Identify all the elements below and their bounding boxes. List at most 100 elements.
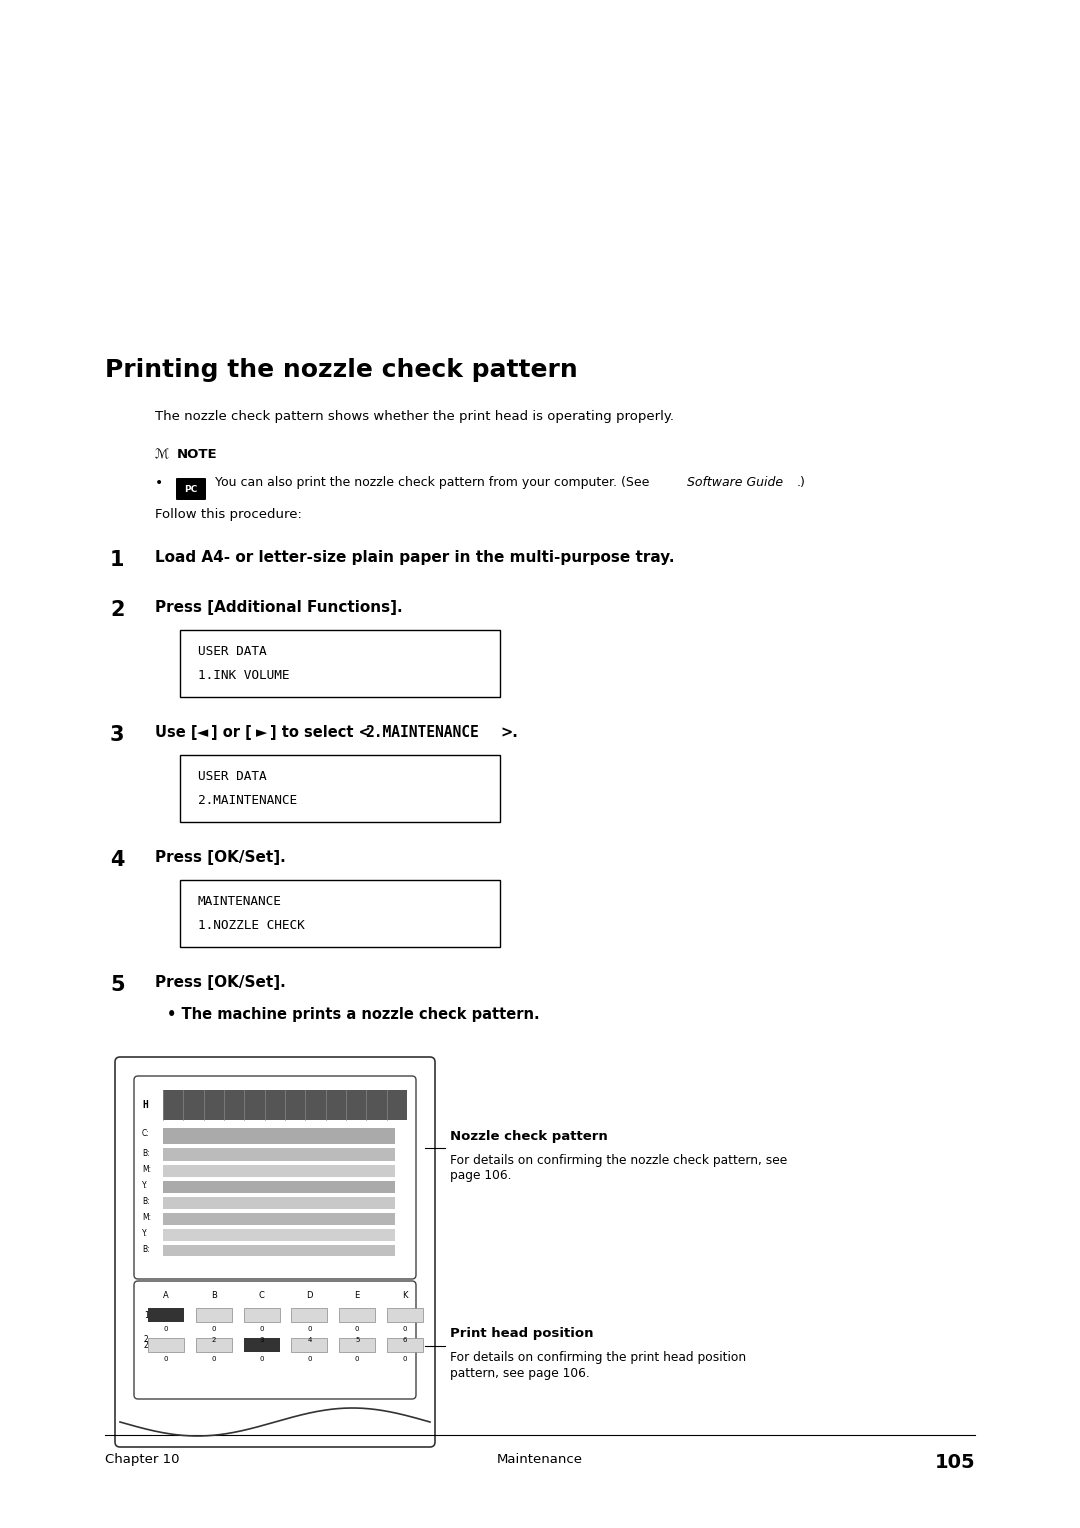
- FancyBboxPatch shape: [195, 1308, 232, 1322]
- Text: 5: 5: [110, 975, 124, 995]
- Text: 0: 0: [164, 1355, 168, 1361]
- Text: Print head position: Print head position: [450, 1328, 594, 1340]
- Text: ] or [: ] or [: [211, 724, 252, 740]
- Text: B: B: [211, 1291, 217, 1299]
- Text: C:: C:: [141, 1129, 150, 1138]
- Text: For details on confirming the print head position
pattern, see page 106.: For details on confirming the print head…: [450, 1351, 746, 1380]
- FancyBboxPatch shape: [292, 1339, 327, 1352]
- Text: You can also print the nozzle check pattern from your computer. (See: You can also print the nozzle check patt…: [215, 477, 653, 489]
- Text: 0: 0: [259, 1355, 264, 1361]
- Text: Maintenance: Maintenance: [497, 1453, 583, 1465]
- Text: Use [: Use [: [156, 724, 198, 740]
- Text: The nozzle check pattern shows whether the print head is operating properly.: The nozzle check pattern shows whether t…: [156, 410, 674, 423]
- Text: 3: 3: [259, 1337, 264, 1343]
- FancyBboxPatch shape: [148, 1308, 184, 1322]
- FancyBboxPatch shape: [163, 1229, 395, 1241]
- FancyBboxPatch shape: [176, 478, 206, 500]
- Text: Press [OK/Set].: Press [OK/Set].: [156, 975, 286, 990]
- FancyBboxPatch shape: [163, 1196, 395, 1209]
- FancyBboxPatch shape: [163, 1128, 395, 1144]
- Text: M:: M:: [141, 1164, 151, 1174]
- Text: 0: 0: [307, 1326, 312, 1332]
- Text: Follow this procedure:: Follow this procedure:: [156, 507, 302, 521]
- Text: 105: 105: [934, 1453, 975, 1471]
- FancyBboxPatch shape: [134, 1076, 416, 1279]
- Text: C: C: [259, 1291, 265, 1299]
- FancyBboxPatch shape: [387, 1339, 423, 1352]
- Text: 0: 0: [355, 1326, 360, 1332]
- Text: 4: 4: [110, 850, 124, 869]
- Text: Y:: Y:: [141, 1229, 148, 1238]
- Text: M:: M:: [141, 1213, 151, 1222]
- Text: 1.INK VOLUME: 1.INK VOLUME: [198, 669, 289, 681]
- Text: Software Guide: Software Guide: [687, 477, 783, 489]
- Text: E: E: [354, 1291, 360, 1299]
- Text: 4: 4: [307, 1337, 312, 1343]
- Text: 0: 0: [403, 1326, 407, 1332]
- FancyBboxPatch shape: [163, 1148, 395, 1161]
- Text: 0: 0: [164, 1326, 168, 1332]
- Text: Printing the nozzle check pattern: Printing the nozzle check pattern: [105, 358, 578, 382]
- Text: 0: 0: [259, 1326, 264, 1332]
- Text: 1: 1: [144, 1311, 149, 1320]
- FancyBboxPatch shape: [163, 1245, 395, 1256]
- Text: 2: 2: [144, 1335, 149, 1345]
- Text: PC: PC: [185, 484, 198, 494]
- Text: B:: B:: [141, 1149, 150, 1158]
- Text: For details on confirming the nozzle check pattern, see
page 106.: For details on confirming the nozzle che…: [450, 1154, 787, 1183]
- Text: 3: 3: [110, 724, 124, 746]
- Text: MAINTENANCE: MAINTENANCE: [198, 895, 282, 908]
- Text: 2: 2: [110, 601, 124, 620]
- Text: 0: 0: [212, 1355, 216, 1361]
- FancyBboxPatch shape: [244, 1339, 280, 1352]
- Text: A: A: [163, 1291, 168, 1299]
- Text: Chapter 10: Chapter 10: [105, 1453, 179, 1465]
- FancyBboxPatch shape: [180, 630, 500, 697]
- Text: Nozzle check pattern: Nozzle check pattern: [450, 1131, 608, 1143]
- Text: H: H: [141, 1100, 148, 1109]
- Text: Y:: Y:: [141, 1181, 148, 1190]
- FancyBboxPatch shape: [114, 1057, 435, 1447]
- Text: >.: >.: [500, 724, 518, 740]
- Text: ] to select <: ] to select <: [270, 724, 370, 740]
- Text: ℳ: ℳ: [156, 448, 174, 461]
- Text: 1.NOZZLE CHECK: 1.NOZZLE CHECK: [198, 918, 305, 932]
- FancyBboxPatch shape: [292, 1308, 327, 1322]
- FancyBboxPatch shape: [195, 1339, 232, 1352]
- Text: ►: ►: [256, 724, 267, 740]
- Text: Press [Additional Functions].: Press [Additional Functions].: [156, 601, 403, 614]
- Text: 2: 2: [212, 1337, 216, 1343]
- Text: 0: 0: [307, 1355, 312, 1361]
- Text: Load A4- or letter-size plain paper in the multi-purpose tray.: Load A4- or letter-size plain paper in t…: [156, 550, 675, 565]
- Text: Press [OK/Set].: Press [OK/Set].: [156, 850, 286, 865]
- Text: 2: 2: [144, 1340, 149, 1349]
- FancyBboxPatch shape: [148, 1339, 184, 1352]
- Text: 0: 0: [212, 1326, 216, 1332]
- Text: USER DATA: USER DATA: [198, 770, 267, 784]
- Text: 0: 0: [355, 1355, 360, 1361]
- Text: 6: 6: [403, 1337, 407, 1343]
- FancyBboxPatch shape: [387, 1308, 423, 1322]
- FancyBboxPatch shape: [339, 1339, 375, 1352]
- FancyBboxPatch shape: [180, 880, 500, 947]
- Text: 1: 1: [110, 550, 124, 570]
- Text: 0: 0: [403, 1355, 407, 1361]
- Text: 5: 5: [355, 1337, 360, 1343]
- Text: 2.MAINTENANCE: 2.MAINTENANCE: [198, 793, 297, 807]
- Text: .): .): [797, 477, 806, 489]
- Text: USER DATA: USER DATA: [198, 645, 267, 659]
- Text: • The machine prints a nozzle check pattern.: • The machine prints a nozzle check patt…: [167, 1007, 540, 1022]
- FancyBboxPatch shape: [163, 1181, 395, 1193]
- FancyBboxPatch shape: [163, 1164, 395, 1177]
- Text: B:: B:: [141, 1196, 150, 1206]
- Text: 2.MAINTENANCE: 2.MAINTENANCE: [365, 724, 478, 740]
- FancyBboxPatch shape: [180, 755, 500, 822]
- Text: D: D: [306, 1291, 312, 1299]
- FancyBboxPatch shape: [163, 1089, 407, 1120]
- Text: K: K: [402, 1291, 408, 1299]
- Text: B:: B:: [141, 1244, 150, 1253]
- Text: •: •: [156, 477, 163, 490]
- Text: ◄: ◄: [197, 724, 208, 740]
- FancyBboxPatch shape: [163, 1213, 395, 1225]
- FancyBboxPatch shape: [339, 1308, 375, 1322]
